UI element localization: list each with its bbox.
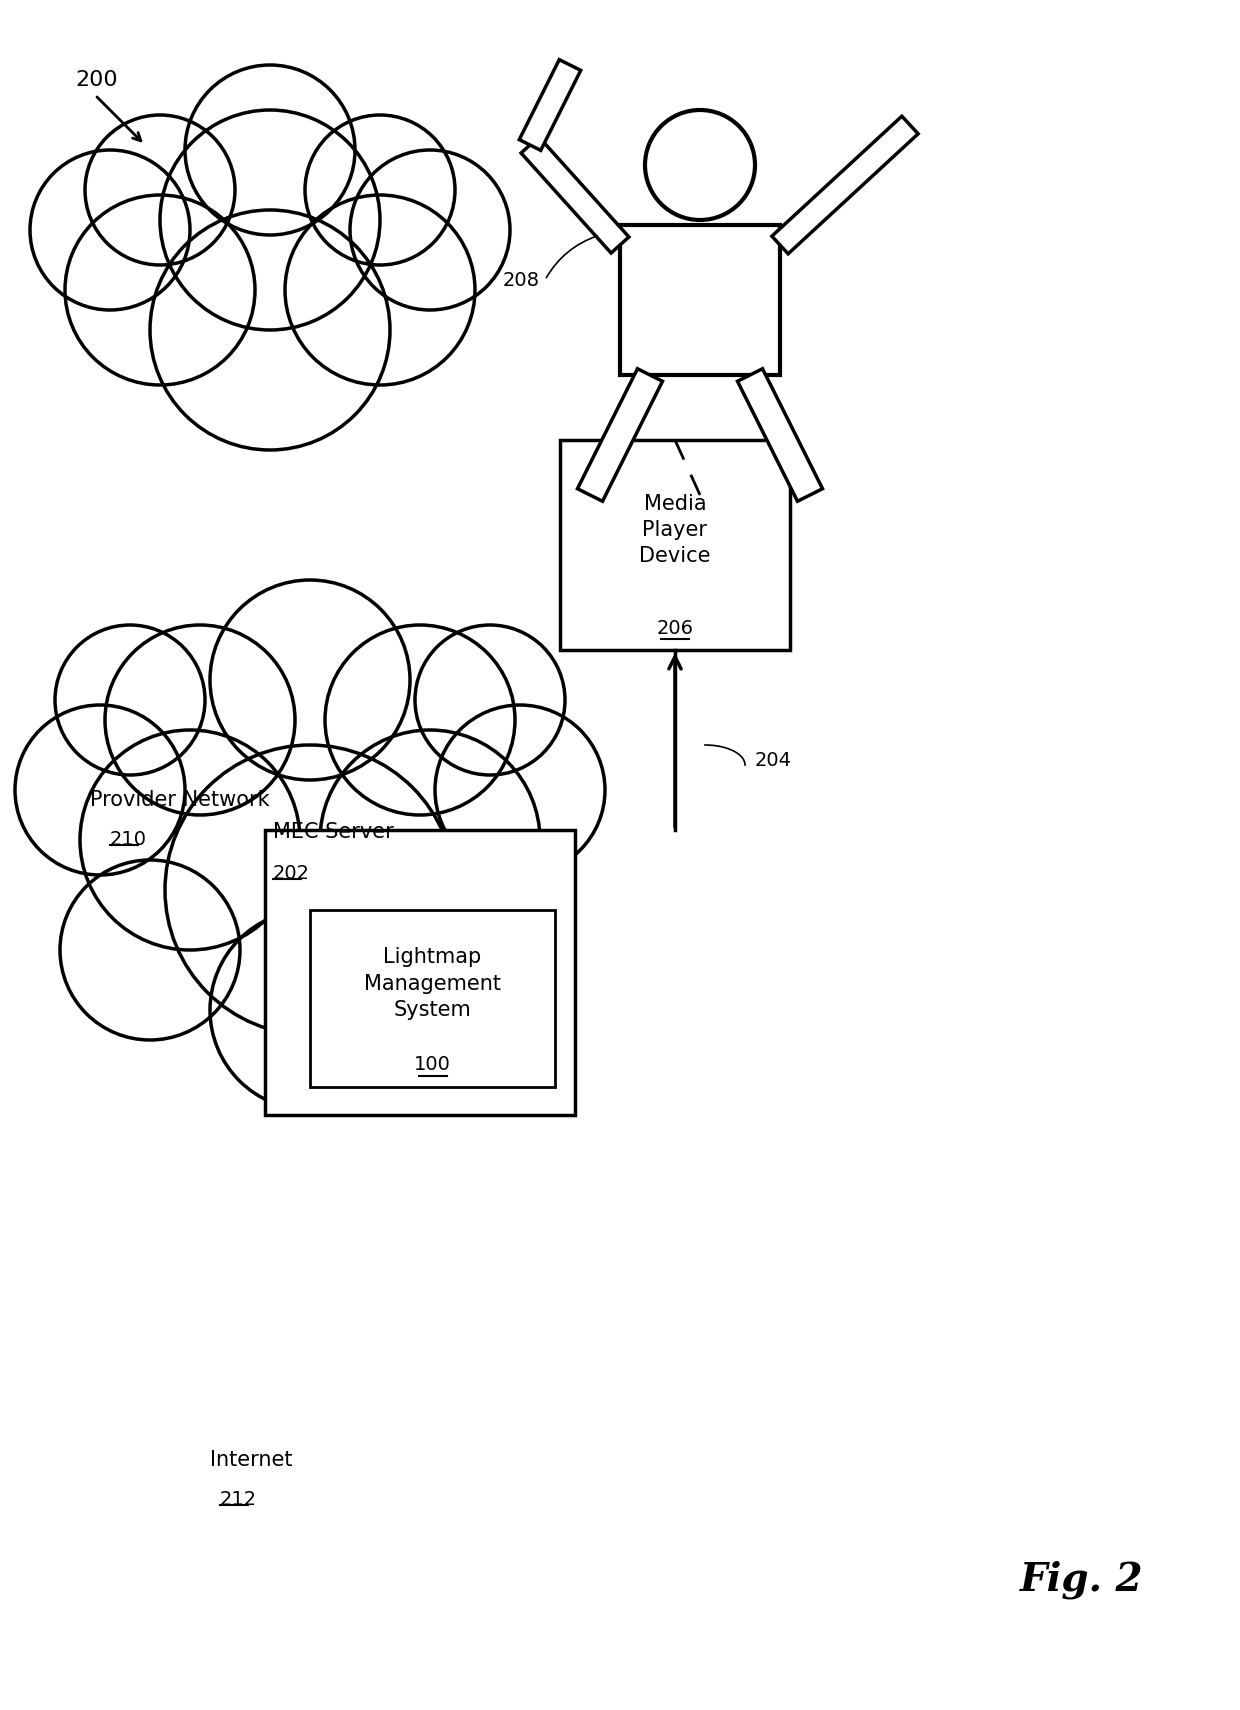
FancyBboxPatch shape: [310, 910, 556, 1088]
Circle shape: [325, 624, 515, 816]
Polygon shape: [520, 60, 580, 150]
Circle shape: [15, 705, 185, 876]
Polygon shape: [738, 369, 822, 501]
Circle shape: [350, 150, 510, 310]
FancyBboxPatch shape: [560, 439, 790, 650]
Text: 206: 206: [656, 619, 693, 638]
FancyBboxPatch shape: [265, 829, 575, 1115]
Circle shape: [60, 860, 241, 1040]
FancyBboxPatch shape: [620, 226, 780, 374]
Circle shape: [150, 210, 391, 450]
Polygon shape: [521, 137, 629, 253]
Circle shape: [305, 115, 455, 265]
Text: MEC Server: MEC Server: [273, 823, 394, 841]
Circle shape: [105, 624, 295, 816]
Text: 202: 202: [273, 864, 310, 882]
Text: 200: 200: [74, 70, 118, 91]
Circle shape: [55, 624, 205, 775]
Circle shape: [210, 580, 410, 780]
Circle shape: [285, 195, 475, 385]
Circle shape: [86, 115, 236, 265]
Polygon shape: [771, 116, 918, 253]
Polygon shape: [578, 369, 662, 501]
Text: Fig. 2: Fig. 2: [1021, 1561, 1143, 1599]
Circle shape: [64, 195, 255, 385]
Circle shape: [210, 910, 410, 1110]
Text: 212: 212: [219, 1489, 257, 1508]
Circle shape: [435, 705, 605, 876]
Text: 208: 208: [503, 270, 539, 289]
Circle shape: [320, 730, 539, 951]
Text: Media
Player
Device: Media Player Device: [640, 494, 711, 566]
Text: 204: 204: [755, 751, 792, 770]
Text: 210: 210: [110, 829, 148, 848]
Text: Provider Network: Provider Network: [91, 790, 269, 811]
Text: Internet: Internet: [210, 1450, 293, 1471]
Circle shape: [185, 65, 355, 234]
Text: Lightmap
Management
System: Lightmap Management System: [365, 947, 501, 1019]
Circle shape: [379, 860, 560, 1040]
Circle shape: [165, 746, 455, 1035]
Circle shape: [81, 730, 300, 951]
Text: 100: 100: [414, 1055, 451, 1074]
Circle shape: [160, 109, 379, 330]
Circle shape: [30, 150, 190, 310]
Circle shape: [415, 624, 565, 775]
